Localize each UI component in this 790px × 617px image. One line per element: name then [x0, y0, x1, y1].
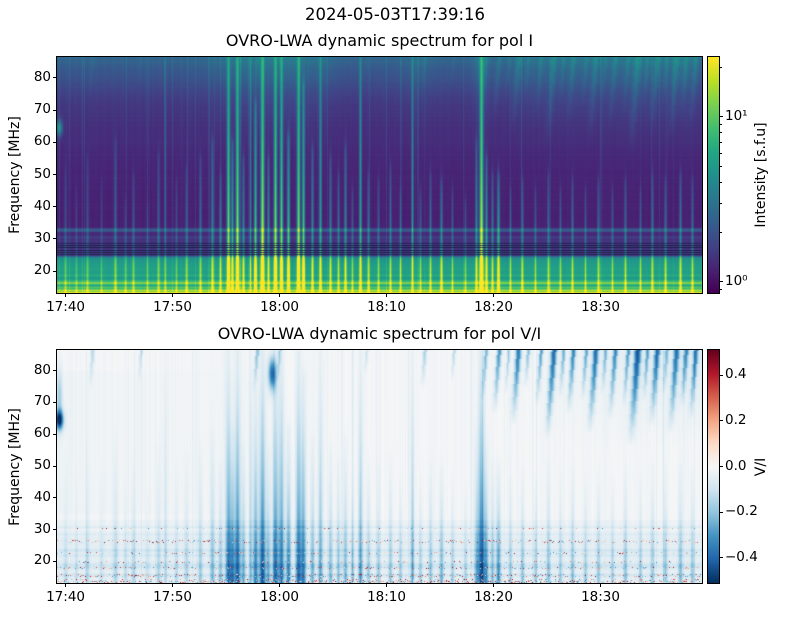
x-tick-label: 18:20: [474, 589, 513, 605]
colorbar-tick-label: 0.4: [725, 366, 747, 383]
y-tick-label: 80: [33, 361, 51, 378]
y-tick-mark: [53, 370, 57, 372]
colorbar-minor-tick-mark: [719, 202, 722, 204]
colorbar-tick-label: 0.2: [725, 411, 747, 428]
colorbar-minor-tick-mark: [719, 66, 722, 68]
x-tick-mark: [279, 583, 281, 587]
x-tick-label: 17:50: [153, 589, 192, 605]
x-tick-label: 18:00: [260, 589, 299, 605]
intensity-colorbar-canvas: [708, 57, 719, 293]
colorbar-minor-tick-mark: [719, 231, 722, 233]
x-tick-label: 18:10: [367, 589, 406, 605]
y-tick-label: 60: [33, 133, 51, 150]
intensity-colorbar-label: Intensity [s.f.u]: [748, 57, 774, 293]
colorbar-tick-mark: [719, 557, 723, 559]
colorbar-tick-mark: [719, 374, 723, 376]
x-tick-label: 17:50: [153, 299, 192, 315]
y-tick-label: 30: [33, 229, 51, 246]
y-tick-mark: [53, 497, 57, 499]
x-tick-mark: [65, 293, 67, 297]
y-tick-label: 50: [33, 165, 51, 182]
y-tick-mark: [53, 433, 57, 435]
y-tick-label: 50: [33, 457, 51, 474]
x-tick-mark: [65, 583, 67, 587]
pol-i-spectrogram-canvas: [57, 57, 702, 293]
pol-vi-spectrogram-canvas: [57, 350, 702, 583]
y-tick-mark: [53, 206, 57, 208]
vi-colorbar-canvas: [708, 350, 719, 583]
y-tick-mark: [53, 174, 57, 176]
colorbar-tick-label: −0.2: [725, 503, 758, 520]
x-tick-mark: [172, 583, 174, 587]
colorbar-tick-label: 0.0: [725, 457, 747, 474]
y-tick-mark: [53, 109, 57, 111]
x-tick-label: 17:40: [46, 589, 85, 605]
y-tick-label: 70: [33, 393, 51, 410]
colorbar-minor-tick-mark: [719, 123, 722, 125]
colorbar-tick-label: −0.4: [725, 548, 758, 565]
x-tick-label: 18:10: [367, 299, 406, 315]
colorbar-minor-tick-mark: [719, 288, 722, 290]
colorbar-minor-tick-mark: [719, 181, 722, 183]
y-tick-mark: [53, 270, 57, 272]
axes-title-pol-i: OVRO-LWA dynamic spectrum for pol I: [225, 31, 534, 50]
x-tick-label: 18:00: [260, 299, 299, 315]
colorbar-tick-label: 10¹: [725, 107, 748, 124]
colorbar-tick-mark: [719, 420, 723, 422]
y-tick-label: 20: [33, 552, 51, 569]
x-tick-label: 18:30: [581, 299, 620, 315]
y-tick-label: 40: [33, 197, 51, 214]
y-tick-mark: [53, 560, 57, 562]
y-tick-mark: [53, 238, 57, 240]
axes-title-pol-vi: OVRO-LWA dynamic spectrum for pol V/I: [217, 324, 542, 343]
figure-title: 2024-05-03T17:39:16: [304, 5, 486, 24]
x-tick-mark: [386, 583, 388, 587]
y-tick-mark: [53, 401, 57, 403]
colorbar-minor-tick-mark: [719, 152, 722, 154]
y-tick-label: 30: [33, 520, 51, 537]
x-tick-label: 17:40: [46, 299, 85, 315]
y-tick-mark: [53, 77, 57, 79]
x-tick-mark: [493, 583, 495, 587]
colorbar-tick-mark: [719, 281, 723, 283]
intensity-colorbar-label-text: Intensity [s.f.u]: [753, 122, 769, 228]
y-tick-mark: [53, 465, 57, 467]
y-tick-label: 70: [33, 101, 51, 118]
y-tick-mark: [53, 141, 57, 143]
colorbar-minor-tick-mark: [719, 132, 722, 134]
x-tick-mark: [386, 293, 388, 297]
x-tick-mark: [493, 293, 495, 297]
colorbar-tick-label: 10⁰: [725, 272, 748, 289]
colorbar-tick-mark: [719, 466, 723, 467]
colorbar-minor-tick-mark: [719, 141, 722, 143]
y-tick-label: 20: [33, 262, 51, 279]
y-tick-label: 40: [33, 488, 51, 505]
x-tick-mark: [172, 293, 174, 297]
y-tick-mark: [53, 529, 57, 531]
colorbar-tick-mark: [719, 116, 723, 118]
y-tick-label: 80: [33, 68, 51, 85]
x-tick-mark: [600, 293, 602, 297]
x-tick-label: 18:20: [474, 299, 513, 315]
colorbar-minor-tick-mark: [719, 165, 722, 167]
x-tick-mark: [279, 293, 281, 297]
x-tick-mark: [600, 583, 602, 587]
x-tick-label: 18:30: [581, 589, 620, 605]
y-tick-label: 60: [33, 425, 51, 442]
colorbar-tick-mark: [719, 511, 723, 513]
